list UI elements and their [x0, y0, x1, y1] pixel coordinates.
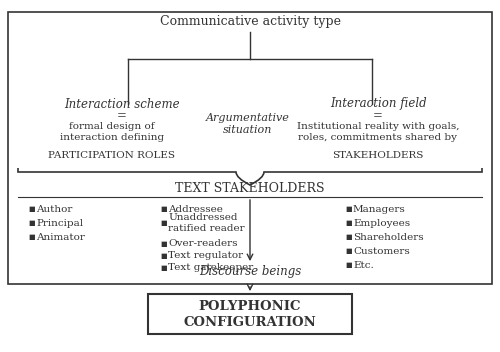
Text: ■: ■ — [160, 265, 166, 271]
Text: Author: Author — [36, 205, 72, 214]
Text: =: = — [117, 109, 127, 122]
Text: TEXT STAKEHOLDERS: TEXT STAKEHOLDERS — [176, 182, 325, 195]
Text: Interaction scheme: Interaction scheme — [64, 98, 180, 111]
Text: =: = — [373, 109, 383, 122]
Text: ■: ■ — [160, 206, 166, 212]
FancyBboxPatch shape — [148, 294, 352, 334]
Text: Shareholders: Shareholders — [353, 233, 424, 241]
Text: ■: ■ — [28, 220, 34, 226]
Text: Argumentative
situation: Argumentative situation — [206, 113, 290, 135]
Text: Discourse beings: Discourse beings — [199, 265, 301, 278]
Text: Interaction field: Interaction field — [330, 98, 426, 111]
Text: ■: ■ — [345, 262, 352, 268]
Text: PARTICIPATION ROLES: PARTICIPATION ROLES — [48, 151, 176, 161]
Text: ■: ■ — [345, 248, 352, 254]
Text: Text gatekeeper: Text gatekeeper — [168, 264, 254, 272]
Text: ■: ■ — [160, 220, 166, 226]
Text: ■: ■ — [345, 220, 352, 226]
Text: Institutional reality with goals,
roles, commitments shared by: Institutional reality with goals, roles,… — [297, 122, 459, 142]
Text: Over-readers: Over-readers — [168, 239, 237, 249]
Text: ■: ■ — [345, 206, 352, 212]
Text: POLYPHONIC: POLYPHONIC — [199, 300, 301, 313]
Text: Customers: Customers — [353, 246, 410, 256]
Text: ■: ■ — [160, 253, 166, 259]
Text: Principal: Principal — [36, 219, 83, 227]
Text: ■: ■ — [160, 241, 166, 247]
Text: Employees: Employees — [353, 219, 410, 227]
Text: Animator: Animator — [36, 233, 85, 241]
Text: Text regulator: Text regulator — [168, 251, 243, 260]
Text: Addressee: Addressee — [168, 205, 223, 214]
Text: ■: ■ — [28, 234, 34, 240]
Text: Etc.: Etc. — [353, 260, 374, 270]
Text: STAKEHOLDERS: STAKEHOLDERS — [332, 151, 424, 161]
Text: Communicative activity type: Communicative activity type — [160, 15, 340, 29]
Text: Unaddressed
ratified reader: Unaddressed ratified reader — [168, 213, 244, 233]
Text: CONFIGURATION: CONFIGURATION — [184, 316, 316, 329]
Text: ■: ■ — [28, 206, 34, 212]
Text: formal design of
interaction defining: formal design of interaction defining — [60, 122, 164, 142]
Text: Managers: Managers — [353, 205, 406, 214]
FancyBboxPatch shape — [8, 12, 492, 284]
Text: ■: ■ — [345, 234, 352, 240]
